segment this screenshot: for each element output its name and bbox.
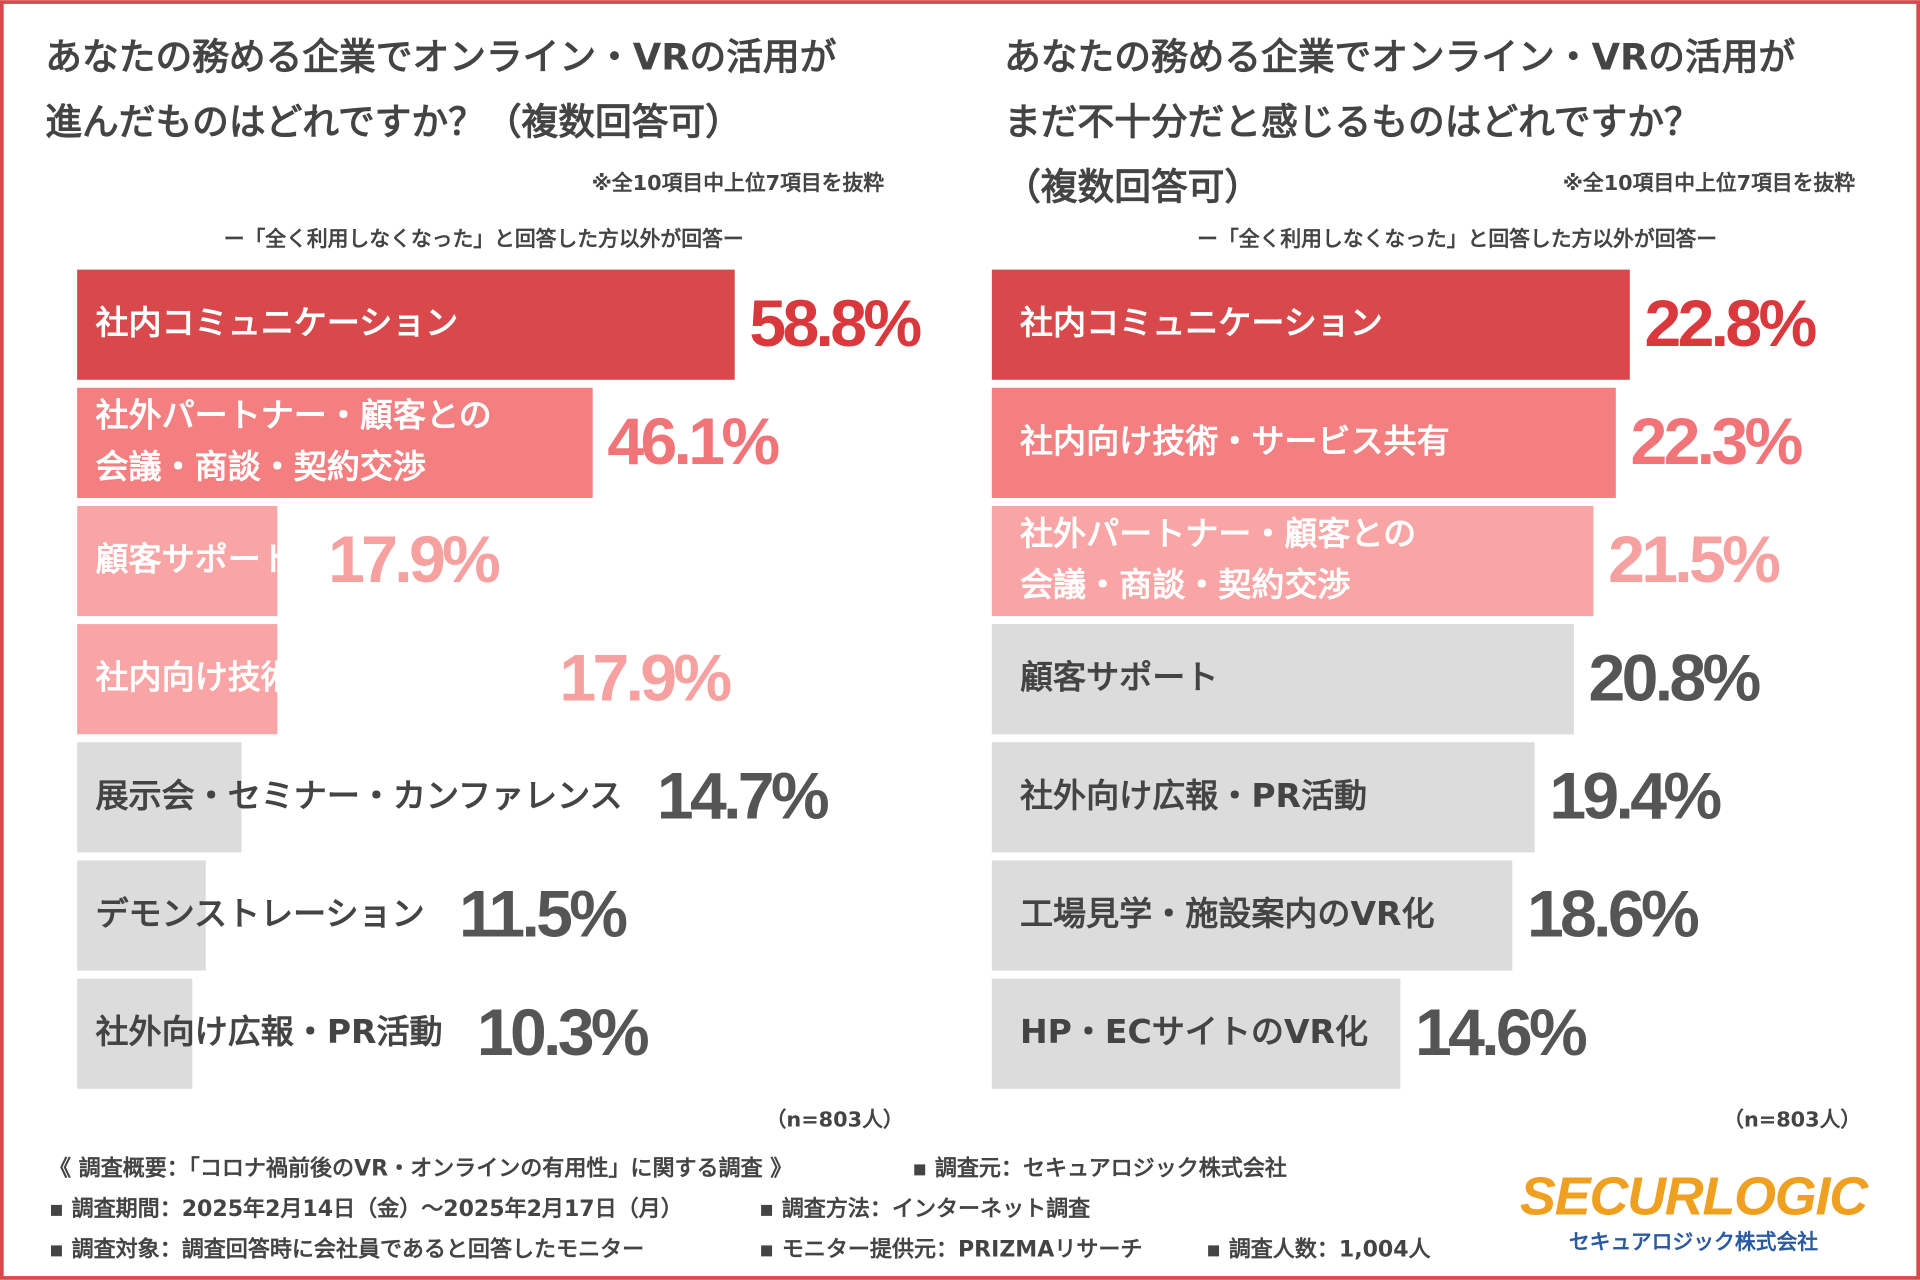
category-label: 社外向け広報・PR活動: [1020, 776, 1367, 815]
bar: [991, 978, 1401, 1089]
chart: あなたの務める企業でオンライン・VRの活用がまだ不十分だと感じるものはどれですか…: [991, 35, 1861, 1132]
value-label: 58.8%: [749, 287, 921, 361]
bar: [991, 742, 1535, 853]
category-label: 社外パートナー・顧客との: [96, 396, 492, 435]
value-label: 21.5%: [1608, 523, 1780, 597]
value-label: 46.1%: [607, 405, 779, 479]
subtitle: ー「全く利用しなくなった」と回答した方以外が回答ー: [1197, 227, 1717, 251]
footer-text: ▪ 調査人数：1,004人: [1206, 1236, 1431, 1262]
category-label: 展示会・セミナー・カンファレンス: [96, 776, 623, 815]
bar: [991, 624, 1574, 735]
chart-title: 進んだものはどれですか？（複数回答可）: [45, 100, 742, 143]
bar: [77, 742, 242, 853]
logo-company: セキュアロジック株式会社: [1569, 1230, 1818, 1254]
category-label: 社内コミュニケーション: [1020, 303, 1383, 342]
value-label: 22.3%: [1630, 405, 1802, 479]
value-label: 20.8%: [1589, 641, 1761, 715]
value-label: 19.4%: [1549, 759, 1721, 833]
bar: [991, 505, 1594, 617]
value-label: 11.5%: [459, 878, 627, 952]
category-label: 社内コミュニケーション: [96, 303, 459, 342]
bar: [991, 860, 1513, 971]
chart-title: あなたの務める企業でオンライン・VRの活用が: [45, 35, 836, 78]
bar: [77, 269, 735, 380]
footer: 《 調査概要：「コロナ禍前後のVR・オンラインの有用性」に関する調査 》 ▪ 調査…: [49, 1156, 1432, 1263]
footer-text: ▪ モニター提供元：PRIZMAリサーチ: [759, 1236, 1142, 1262]
note: ※全10項目中上位7項目を抜粋: [1563, 171, 1856, 195]
chart-title: まだ不十分だと感じるものはどれですか？: [1004, 100, 1701, 143]
category-label: デモンストレーション: [96, 894, 425, 933]
value-label: 22.8%: [1644, 287, 1816, 361]
value-label: 14.6%: [1415, 996, 1587, 1070]
sample-size: （n=803人）: [1723, 1108, 1861, 1132]
bar: [77, 387, 593, 498]
value-label: 14.7%: [657, 759, 829, 833]
value-label: 17.9%: [559, 641, 731, 715]
category-label: 社内向け技術・サービス共有: [96, 658, 526, 697]
note: ※全10項目中上位7項目を抜粋: [592, 171, 885, 195]
category-label: 社内向け技術・サービス共有: [1020, 421, 1450, 460]
footer-text: 《 調査概要：「コロナ禍前後のVR・オンラインの有用性」に関する調査 》: [49, 1156, 792, 1182]
category-label: 会議・商談・契約交渉: [1020, 565, 1350, 604]
value-label: 18.6%: [1527, 878, 1699, 952]
bar: [991, 387, 1616, 498]
sample-size: （n=803人）: [766, 1108, 904, 1132]
footer-text: ▪ 調査対象：調査回答時に会社員であると回答したモニター: [49, 1236, 644, 1262]
category-label: 顧客サポート: [96, 540, 294, 579]
footer-text: ▪ 調査元：セキュアロジック株式会社: [912, 1156, 1287, 1182]
category-label: 社外パートナー・顧客との: [1020, 514, 1416, 553]
chart-title: あなたの務める企業でオンライン・VRの活用が: [1004, 35, 1795, 78]
chart-title: （複数回答可）: [1004, 165, 1261, 208]
bar: [77, 624, 278, 735]
bar: [77, 505, 278, 617]
value-label: 10.3%: [477, 996, 649, 1070]
footer-text: ▪ 調査方法：インターネット調査: [759, 1196, 1091, 1222]
chart: あなたの務める企業でオンライン・VRの活用が進んだものはどれですか？（複数回答可…: [45, 35, 925, 1132]
subtitle: ー「全く利用しなくなった」と回答した方以外が回答ー: [224, 227, 744, 251]
footer-text: ▪ 調査期間：2025年2月14日（金）〜2025年2月17日（月）: [49, 1196, 683, 1222]
category-label: 顧客サポート: [1020, 658, 1218, 697]
value-label: 17.9%: [328, 523, 500, 597]
charts: あなたの務める企業でオンライン・VRの活用が進んだものはどれですか？（複数回答可…: [45, 35, 1861, 1131]
bar: [991, 269, 1630, 380]
category-label: 社外向け広報・PR活動: [96, 1012, 443, 1051]
category-label: HP・ECサイトのVR化: [1020, 1012, 1368, 1051]
bar: [77, 860, 206, 971]
bar: [77, 978, 193, 1089]
category-label: 工場見学・施設案内のVR化: [1020, 894, 1435, 933]
logo: SECURLOGIC: [1520, 1166, 1869, 1226]
category-label: 会議・商談・契約交渉: [96, 447, 426, 486]
